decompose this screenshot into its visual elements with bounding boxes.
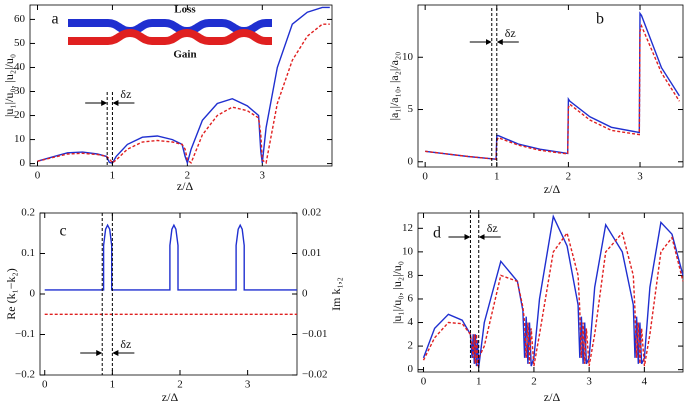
x-tick-label: 3: [586, 376, 592, 388]
panel-label: b: [596, 11, 604, 28]
y-tick-label: 0: [408, 363, 414, 375]
y-tick-label: 10: [402, 245, 414, 257]
x-tick-label: 4: [642, 376, 648, 388]
y-tick-label: 20: [14, 109, 26, 121]
dz-label: δz: [120, 337, 131, 351]
y-tick-label: −0.1: [15, 328, 35, 340]
y-tick-label: 0: [30, 288, 36, 300]
y-tick-label: 40: [14, 61, 26, 73]
y2-tick-label: 0: [302, 288, 308, 300]
x-axis-label: z/Δ: [177, 179, 194, 193]
y-tick-label: 4: [408, 316, 414, 328]
plot-frame: [417, 4, 684, 168]
dz-label: δz: [120, 87, 131, 101]
y-tick-label: 0: [408, 155, 414, 167]
plot-frame: [39, 212, 298, 376]
x-tick-label: 2: [531, 376, 537, 388]
x-tick-label: 2: [185, 170, 191, 182]
x-tick-label: 1: [110, 379, 116, 391]
x-tick-label: 1: [494, 171, 500, 183]
y-axis-label: |u₁|/u₀, |u₂|/u₀: [390, 261, 404, 324]
y2-tick-label: −0.01: [302, 328, 327, 340]
x-tick-label: 1: [476, 376, 482, 388]
plot-frame: [417, 212, 684, 373]
series-line: [422, 214, 684, 368]
y-tick-label: −0.2: [15, 369, 35, 381]
y-tick-label: 5: [408, 103, 414, 115]
y-tick-label: 10: [402, 51, 414, 63]
y-tick-label: 60: [14, 13, 26, 25]
x-tick-label: 0: [35, 170, 41, 182]
y2-tick-label: −0.02: [302, 369, 327, 381]
inset: Loss Gain: [68, 4, 272, 61]
series-line: [422, 231, 684, 367]
y-tick-label: 0: [20, 157, 26, 169]
x-axis-label: z/Δ: [162, 390, 179, 404]
series-line: [37, 6, 330, 166]
series-line: [425, 11, 680, 160]
y-axis-label: |a₁|/a₁₀, |a₂|/a₂₀: [387, 52, 401, 121]
x-tick-label: 2: [566, 171, 572, 183]
y2-tick-label: 0.01: [302, 247, 321, 259]
x-tick-label: 3: [260, 170, 266, 182]
y2-axis-label: Im k₁,₂: [329, 277, 343, 311]
y-tick-label: 0.2: [21, 207, 35, 219]
y-tick-label: 10: [14, 133, 26, 145]
y-tick-label: 6: [408, 293, 414, 305]
x-axis-label: z/Δ: [544, 390, 561, 404]
panel-label: a: [51, 11, 58, 28]
plot-frame: [29, 4, 333, 167]
y-axis-label: |u₁|/u₀, |u₂|/u₀: [2, 54, 16, 117]
x-tick-label: 1: [110, 170, 116, 182]
gain-band: [68, 28, 272, 45]
panel-label: d: [433, 225, 441, 242]
x-axis-label: z/Δ: [544, 182, 561, 196]
y-tick-label: 0.1: [21, 247, 35, 259]
y-tick-label: 12: [402, 222, 413, 234]
x-tick-label: 0: [422, 171, 428, 183]
x-tick-label: 0: [421, 376, 427, 388]
series-line: [44, 223, 297, 291]
series-line: [37, 23, 330, 165]
y-axis-label: Re (k₁−k₂): [4, 268, 18, 319]
dz-label: δz: [487, 221, 498, 235]
x-tick-label: 3: [637, 171, 643, 183]
y-tick-label: 8: [408, 269, 414, 281]
y-tick-label: 2: [408, 340, 414, 352]
dz-label: δz: [505, 26, 516, 40]
panel-label: c: [59, 223, 66, 240]
y-tick-label: 50: [14, 37, 26, 49]
x-tick-label: 0: [42, 379, 48, 391]
x-tick-label: 2: [177, 379, 183, 391]
y2-tick-label: 0.02: [302, 207, 321, 219]
y-tick-label: 30: [14, 85, 26, 97]
x-tick-label: 3: [245, 379, 251, 391]
series-line: [425, 23, 680, 160]
inset-label: Gain: [173, 49, 196, 61]
inset-label: Loss: [174, 4, 196, 16]
